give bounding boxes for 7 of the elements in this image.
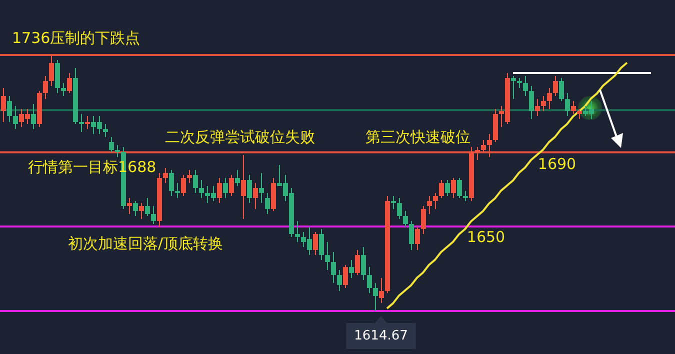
annotation: 二次反弹尝试破位失败 bbox=[165, 128, 315, 146]
ref-line-label: 初次加速回落/顶底转换 bbox=[68, 234, 224, 252]
ref-line-label: 1736压制的下跌点 bbox=[12, 28, 140, 47]
annotation: 1690 bbox=[538, 154, 576, 173]
annotation: 第三次快速破位 bbox=[366, 128, 470, 146]
annotation: 1650 bbox=[466, 228, 506, 246]
text: 1614.67 bbox=[354, 328, 408, 344]
